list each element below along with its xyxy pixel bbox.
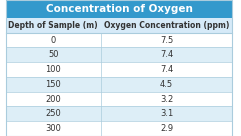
Text: 3.1: 3.1 (160, 109, 173, 118)
Text: 100: 100 (45, 65, 61, 74)
FancyBboxPatch shape (6, 33, 233, 47)
FancyBboxPatch shape (6, 77, 233, 92)
Text: Concentration of Oxygen: Concentration of Oxygen (46, 4, 193, 14)
Text: 200: 200 (45, 95, 61, 104)
Text: 4.5: 4.5 (160, 80, 173, 89)
FancyBboxPatch shape (6, 47, 233, 62)
Text: 0: 0 (51, 35, 56, 44)
Text: 250: 250 (45, 109, 61, 118)
Text: 7.4: 7.4 (160, 65, 173, 74)
Text: 150: 150 (45, 80, 61, 89)
FancyBboxPatch shape (6, 121, 233, 136)
FancyBboxPatch shape (6, 18, 233, 33)
Text: 50: 50 (48, 50, 59, 59)
Text: 7.4: 7.4 (160, 50, 173, 59)
Text: 3.2: 3.2 (160, 95, 173, 104)
Text: Oxygen Concentration (ppm): Oxygen Concentration (ppm) (104, 21, 229, 30)
Text: 2.9: 2.9 (160, 124, 173, 133)
FancyBboxPatch shape (6, 106, 233, 121)
FancyBboxPatch shape (6, 62, 233, 77)
Text: Depth of Sample (m): Depth of Sample (m) (8, 21, 98, 30)
FancyBboxPatch shape (6, 0, 233, 18)
Text: 300: 300 (45, 124, 61, 133)
FancyBboxPatch shape (6, 92, 233, 106)
Text: 7.5: 7.5 (160, 35, 173, 44)
